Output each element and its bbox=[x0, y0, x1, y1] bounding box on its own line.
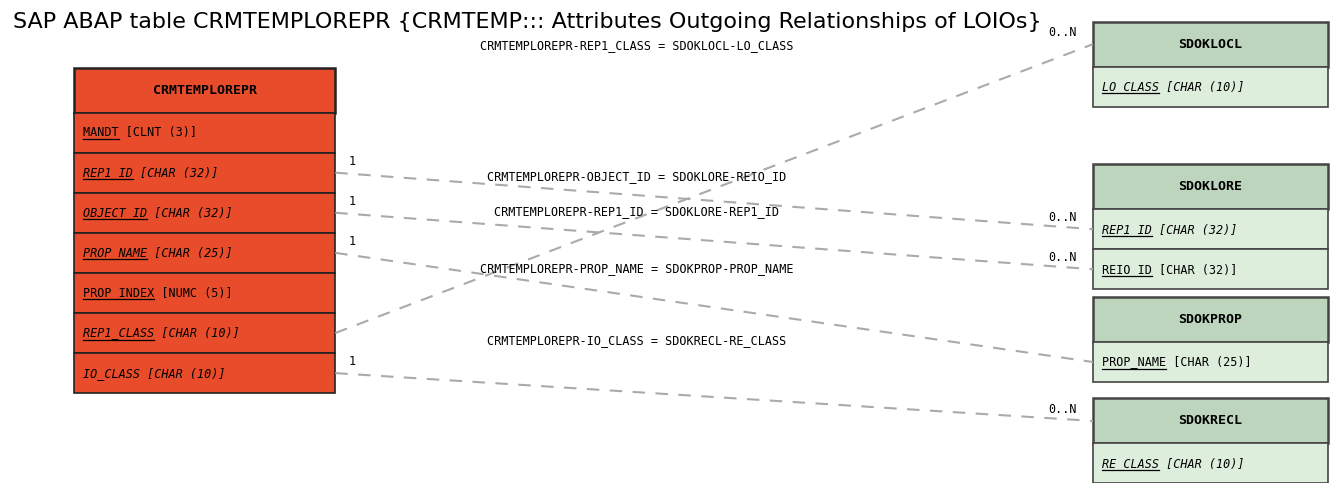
Bar bbox=[1093, 67, 1328, 107]
Bar bbox=[1093, 249, 1328, 289]
Text: SDOKRECL: SDOKRECL bbox=[1179, 414, 1242, 427]
Text: CRMTEMPLOREPR: CRMTEMPLOREPR bbox=[153, 84, 256, 97]
Text: SDOKPROP: SDOKPROP bbox=[1179, 313, 1242, 326]
Text: RE_CLASS [CHAR (10)]: RE_CLASS [CHAR (10)] bbox=[1102, 457, 1244, 470]
Text: SAP ABAP table CRMTEMPLOREPR {CRMTEMP::: Attributes Outgoing Relationships of LO: SAP ABAP table CRMTEMPLOREPR {CRMTEMP:::… bbox=[13, 12, 1042, 32]
Bar bbox=[1093, 398, 1328, 443]
Bar bbox=[74, 233, 335, 273]
Text: 0..N: 0..N bbox=[1049, 212, 1077, 224]
Text: IO_CLASS [CHAR (10)]: IO_CLASS [CHAR (10)] bbox=[83, 367, 225, 380]
Text: PROP_NAME [CHAR (25)]: PROP_NAME [CHAR (25)] bbox=[83, 246, 233, 259]
Bar bbox=[1093, 22, 1328, 67]
Text: OBJECT_ID [CHAR (32)]: OBJECT_ID [CHAR (32)] bbox=[83, 206, 233, 219]
Text: REP1_ID [CHAR (32)]: REP1_ID [CHAR (32)] bbox=[1102, 223, 1238, 236]
Text: CRMTEMPLOREPR-REP1_ID = SDOKLORE-REP1_ID: CRMTEMPLOREPR-REP1_ID = SDOKLORE-REP1_ID bbox=[495, 205, 779, 217]
Text: MANDT [CLNT (3)]: MANDT [CLNT (3)] bbox=[83, 126, 197, 139]
Text: 0..N: 0..N bbox=[1049, 252, 1077, 264]
Text: 1: 1 bbox=[349, 155, 355, 168]
Bar bbox=[74, 193, 335, 233]
Bar bbox=[74, 68, 335, 113]
Text: 0..N: 0..N bbox=[1049, 27, 1077, 40]
Text: REP1_ID [CHAR (32)]: REP1_ID [CHAR (32)] bbox=[83, 166, 219, 179]
Text: REIO_ID [CHAR (32)]: REIO_ID [CHAR (32)] bbox=[1102, 263, 1238, 276]
Text: 1: 1 bbox=[349, 195, 355, 208]
Text: CRMTEMPLOREPR-IO_CLASS = SDOKRECL-RE_CLASS: CRMTEMPLOREPR-IO_CLASS = SDOKRECL-RE_CLA… bbox=[487, 334, 787, 347]
Text: CRMTEMPLOREPR-OBJECT_ID = SDOKLORE-REIO_ID: CRMTEMPLOREPR-OBJECT_ID = SDOKLORE-REIO_… bbox=[487, 170, 787, 183]
Bar bbox=[74, 273, 335, 313]
Text: SDOKLORE: SDOKLORE bbox=[1179, 180, 1242, 193]
Bar bbox=[1093, 297, 1328, 342]
Text: 0..N: 0..N bbox=[1049, 403, 1077, 416]
Text: PROP_NAME [CHAR (25)]: PROP_NAME [CHAR (25)] bbox=[1102, 355, 1252, 369]
Bar bbox=[1093, 443, 1328, 483]
Bar bbox=[74, 353, 335, 393]
Bar bbox=[74, 153, 335, 193]
Text: 1: 1 bbox=[349, 235, 355, 248]
Text: CRMTEMPLOREPR-REP1_CLASS = SDOKLOCL-LO_CLASS: CRMTEMPLOREPR-REP1_CLASS = SDOKLOCL-LO_C… bbox=[480, 40, 794, 52]
Text: REP1_CLASS [CHAR (10)]: REP1_CLASS [CHAR (10)] bbox=[83, 327, 240, 340]
Bar bbox=[74, 313, 335, 353]
Text: 1: 1 bbox=[349, 355, 355, 369]
Bar bbox=[1093, 209, 1328, 249]
Bar bbox=[1093, 164, 1328, 209]
Bar bbox=[74, 113, 335, 153]
Bar bbox=[1093, 342, 1328, 382]
Text: PROP_INDEX [NUMC (5)]: PROP_INDEX [NUMC (5)] bbox=[83, 286, 233, 299]
Text: LO_CLASS [CHAR (10)]: LO_CLASS [CHAR (10)] bbox=[1102, 80, 1244, 93]
Text: SDOKLOCL: SDOKLOCL bbox=[1179, 38, 1242, 51]
Text: CRMTEMPLOREPR-PROP_NAME = SDOKPROP-PROP_NAME: CRMTEMPLOREPR-PROP_NAME = SDOKPROP-PROP_… bbox=[480, 262, 794, 274]
